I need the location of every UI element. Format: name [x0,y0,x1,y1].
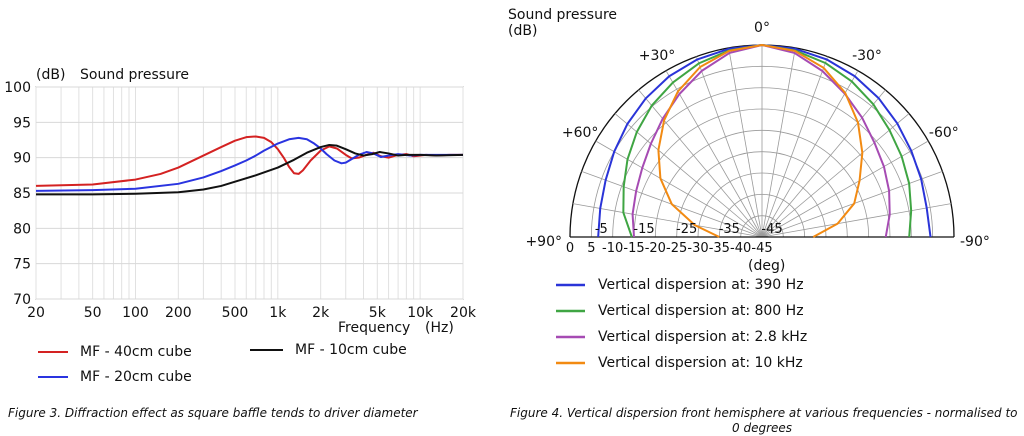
polar-rtick-5: 5 [587,241,595,256]
fr-x-tick-20: 20 [27,305,45,321]
fr-y-tick-95: 95 [13,115,31,131]
polar-rtick-20: -20 [645,241,666,256]
frequency-response-chart: 20 50 100 200 500 1k 2k 5k 10k 20k 70 75 80 85 90 95 10… [4,67,477,420]
fr-x-tick-20k: 20k [450,305,477,321]
polar-legend: Vertical dispersion at: 390 Hz Vertical … [556,277,807,371]
polar-angle-label-0: 0° [754,20,770,36]
fr-y-tick-85: 85 [13,186,31,202]
polar-spoke [572,203,763,238]
polar-spoke [761,47,796,238]
fr-series-lines [35,135,464,196]
polar-spoke [638,89,763,238]
polar-angle-label-plus90: +90° [525,234,562,250]
polar-spoke [695,56,763,238]
fr-xlabel: Frequency [338,320,410,336]
legend-label-2800hz: Vertical dispersion at: 2.8 kHz [598,329,807,345]
polar-spoke [665,70,763,238]
figure-4-caption-line2: 0 degrees [732,421,792,435]
legend-label-40cm: MF - 40cm cube [80,344,192,360]
polar-rtick-upper-25: -25 [676,222,697,237]
polar-angle-label-minus60: -60° [929,125,959,141]
polar-spoke [761,203,952,238]
fr-y-tick-80: 80 [13,221,31,237]
fr-y-tick-90: 90 [13,151,31,167]
polar-spoke [761,89,886,238]
polar-rtick-35: -35 [709,241,730,256]
fr-x-tick-labels: 20 50 100 200 500 1k 2k 5k 10k 20k [27,305,477,321]
fr-x-tick-100: 100 [122,305,149,321]
polar-radial-labels: 0 5 -10 -15 -20 -25 -30 -35 -40 -45-5 -15 -25 -35 -45 [566,222,783,256]
polar-angle-label-minus90: -90° [960,234,990,250]
polar-spoke [614,113,763,238]
polar-grid [569,44,955,238]
legend-label-20cm: MF - 20cm cube [80,369,192,385]
polar-spoke [595,140,763,238]
polar-ylabel: Sound pressure [508,7,617,23]
fr-x-tick-500: 500 [222,305,249,321]
fr-y-tick-75: 75 [13,257,31,273]
fr-y-tick-labels: 70 75 80 85 90 95 100 [4,80,31,308]
polar-rtick-45: -45 [751,241,772,256]
polar-rtick-15: -15 [623,241,644,256]
fr-x-tick-2k: 2k [312,305,330,321]
polar-rtick-25: -25 [666,241,687,256]
polar-angle-labels: 0° +30° -30° +60° -60° +90° -90° [525,20,989,250]
polar-spoke [761,113,910,238]
fr-x-tick-5k: 5k [369,305,387,321]
polar-spoke [761,140,929,238]
polar-angle-label-plus30: +30° [639,48,676,64]
legend-label-10cm: MF - 10cm cube [295,342,407,358]
polar-angle-label-minus30: -30° [852,48,882,64]
fr-legend: MF - 40cm cube MF - 20cm cube MF - 10cm … [38,342,407,385]
polar-rtick-upper-5: -5 [595,222,608,237]
fr-ylabel: Sound pressure [80,67,189,83]
figure-3-caption: Figure 3. Diffraction effect as square b… [8,406,419,420]
figure-4-caption-line1: Figure 4. Vertical dispersion front hemi… [510,406,1018,420]
fr-series-mf-10cm-cube [36,143,464,196]
fr-y-tick-70: 70 [13,292,31,308]
polar-ylabel-unit: (dB) [508,23,537,39]
polar-spoke [761,170,943,238]
fr-x-tick-1k: 1k [269,305,287,321]
fr-y-tick-100: 100 [4,80,31,96]
polar-rtick-upper-35: -35 [719,222,740,237]
fr-x-tick-10k: 10k [407,305,434,321]
polar-rtick-40: -40 [730,241,751,256]
polar-rtick-30: -30 [687,241,708,256]
polar-spoke [761,70,859,238]
polar-spoke [728,47,763,238]
polar-dispersion-chart: 0 5 -10 -15 -20 -25 -30 -35 -40 -45-5 -15 -25 -35 -45… [508,7,1018,435]
polar-spoke [761,56,829,238]
polar-xlabel: (deg) [748,258,785,274]
polar-series-lines [597,44,932,238]
fr-series-mf-20cm-cube [35,136,463,192]
fr-x-tick-50: 50 [84,305,102,321]
polar-angle-label-plus60: +60° [562,125,599,141]
polar-rtick-0: 0 [566,241,574,256]
polar-rtick-10: -10 [602,241,623,256]
legend-label-10khz: Vertical dispersion at: 10 kHz [598,355,803,371]
polar-rtick-upper-45: -45 [761,222,782,237]
legend-label-800hz: Vertical dispersion at: 800 Hz [598,303,804,319]
polar-series-vertical-dispersion-at-10-khz [657,44,864,238]
fr-xlabel-unit: (Hz) [425,320,454,336]
legend-label-390hz: Vertical dispersion at: 390 Hz [598,277,804,293]
polar-rtick-upper-15: -15 [633,222,654,237]
fr-ylabel-unit: (dB) [36,67,65,83]
fr-x-tick-200: 200 [165,305,192,321]
